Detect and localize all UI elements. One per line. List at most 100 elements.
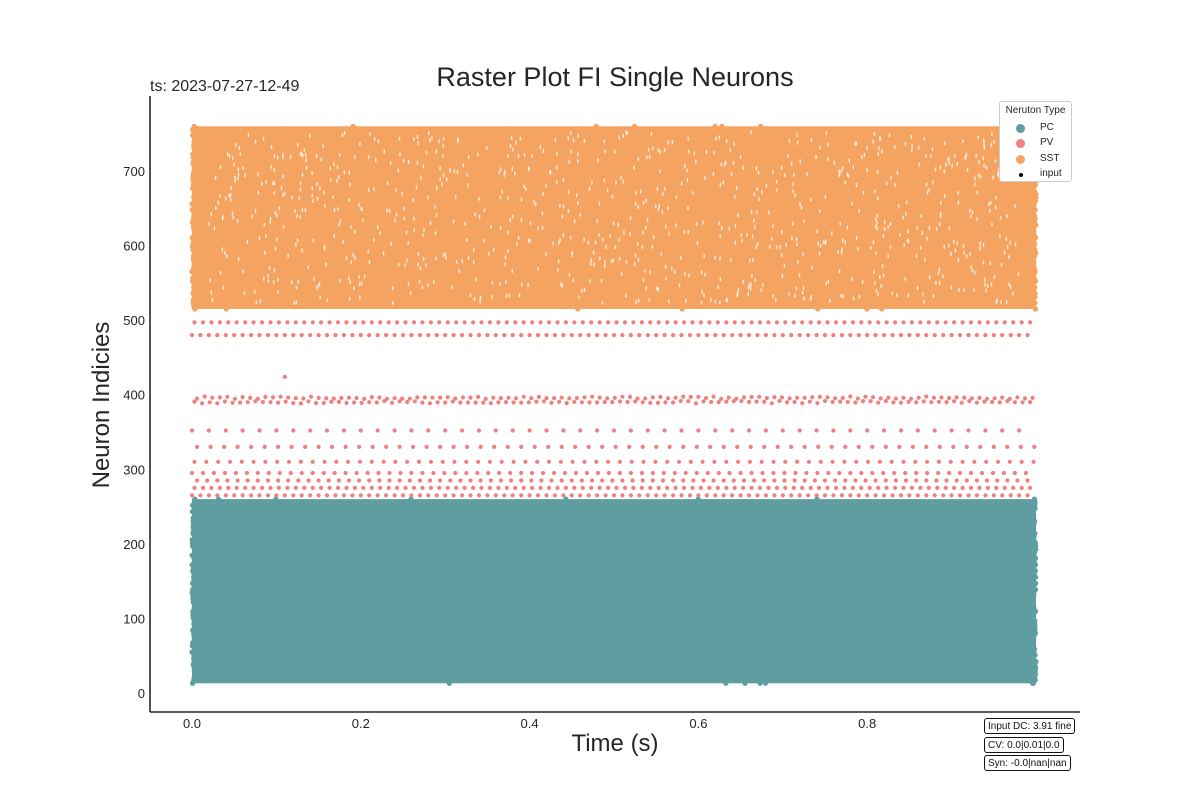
spike-point xyxy=(538,320,543,325)
spike-point xyxy=(530,320,535,325)
spike-point xyxy=(842,485,847,490)
spike-point xyxy=(635,562,641,568)
spike-point xyxy=(192,399,197,404)
spike-point xyxy=(375,546,381,552)
spike-gap xyxy=(947,157,950,162)
spike-gap xyxy=(499,167,502,172)
spike-point xyxy=(992,396,997,401)
spike-point xyxy=(281,303,287,309)
spike-point xyxy=(757,320,763,325)
spike-gap xyxy=(228,153,231,159)
spike-point xyxy=(409,333,414,338)
spike-point xyxy=(981,129,988,136)
spike-point xyxy=(972,459,977,464)
spike-point xyxy=(903,478,909,483)
spike-point xyxy=(840,395,845,400)
spike-gap xyxy=(539,144,542,150)
spike-point xyxy=(1012,400,1018,405)
spike-gap xyxy=(899,232,901,238)
spike-gap xyxy=(368,260,371,265)
spike-point xyxy=(756,630,762,637)
spike-point xyxy=(936,399,942,404)
spike-gap xyxy=(792,221,794,226)
spike-point xyxy=(711,394,716,399)
spike-gap xyxy=(775,245,778,250)
spike-point xyxy=(625,399,630,405)
spike-point xyxy=(288,571,294,577)
spike-point xyxy=(227,527,233,533)
spike-gap xyxy=(239,151,242,157)
spike-point xyxy=(957,333,963,338)
spike-point xyxy=(923,518,930,524)
spike-point xyxy=(493,428,498,433)
spike-point xyxy=(199,204,205,210)
spike-point xyxy=(302,485,307,490)
spike-point xyxy=(889,505,895,512)
spike-gap xyxy=(244,172,246,178)
spike-point xyxy=(255,470,260,476)
spike-point xyxy=(451,444,456,449)
spike-point xyxy=(918,485,923,490)
spike-gap xyxy=(478,196,480,201)
spike-point xyxy=(282,333,287,338)
spike-gap xyxy=(772,224,774,229)
spike-point xyxy=(947,502,953,508)
spike-gap xyxy=(491,294,493,300)
spike-point xyxy=(552,512,559,518)
spike-point xyxy=(742,259,748,266)
spike-point xyxy=(606,559,613,565)
spike-point xyxy=(415,395,420,400)
legend-label-pc: PC xyxy=(1040,122,1054,133)
spike-point xyxy=(348,132,354,139)
spike-point xyxy=(679,306,685,312)
spike-point xyxy=(708,444,713,449)
spike-point xyxy=(1007,624,1013,630)
spike-point xyxy=(614,485,619,490)
spike-gap xyxy=(217,200,220,205)
spike-gap xyxy=(399,152,401,157)
spike-point xyxy=(842,459,847,464)
spike-point xyxy=(443,400,448,405)
spike-point xyxy=(584,668,590,674)
spike-gap xyxy=(637,298,640,303)
spike-gap xyxy=(648,154,651,159)
spike-point xyxy=(868,160,874,166)
spike-point xyxy=(738,493,743,498)
spike-point xyxy=(762,680,769,686)
spike-gap xyxy=(311,186,314,191)
spike-gap xyxy=(701,289,703,294)
spike-point xyxy=(825,320,830,325)
spike-gap xyxy=(796,140,799,145)
spike-gap xyxy=(397,262,400,267)
spike-gap xyxy=(587,240,589,245)
spike-point xyxy=(268,485,273,490)
spike-point xyxy=(859,470,864,476)
spike-gap xyxy=(815,154,817,160)
spike-point xyxy=(587,515,593,521)
spike-point xyxy=(559,395,564,400)
spike-point xyxy=(909,396,914,401)
spike-gap xyxy=(844,180,846,185)
spike-point xyxy=(392,428,397,433)
spike-point xyxy=(628,333,634,338)
spike-gap xyxy=(237,257,240,262)
spike-gap xyxy=(395,188,397,193)
spike-gap xyxy=(974,176,976,181)
spike-gap xyxy=(854,141,856,146)
spike-point xyxy=(687,333,693,338)
spike-point xyxy=(780,624,786,630)
spike-point xyxy=(873,493,878,498)
spike-point xyxy=(1012,470,1018,476)
spike-point xyxy=(968,485,974,490)
spike-gap xyxy=(354,255,356,261)
spike-point xyxy=(504,320,509,325)
spike-point xyxy=(393,459,398,464)
spike-point xyxy=(468,478,473,483)
spike-gap xyxy=(852,164,854,170)
spike-point xyxy=(935,210,941,216)
spike-point xyxy=(251,182,257,188)
spike-point xyxy=(939,395,944,400)
spike-point xyxy=(1000,428,1005,433)
spike-gap xyxy=(432,279,435,284)
spike-gap xyxy=(369,131,371,137)
